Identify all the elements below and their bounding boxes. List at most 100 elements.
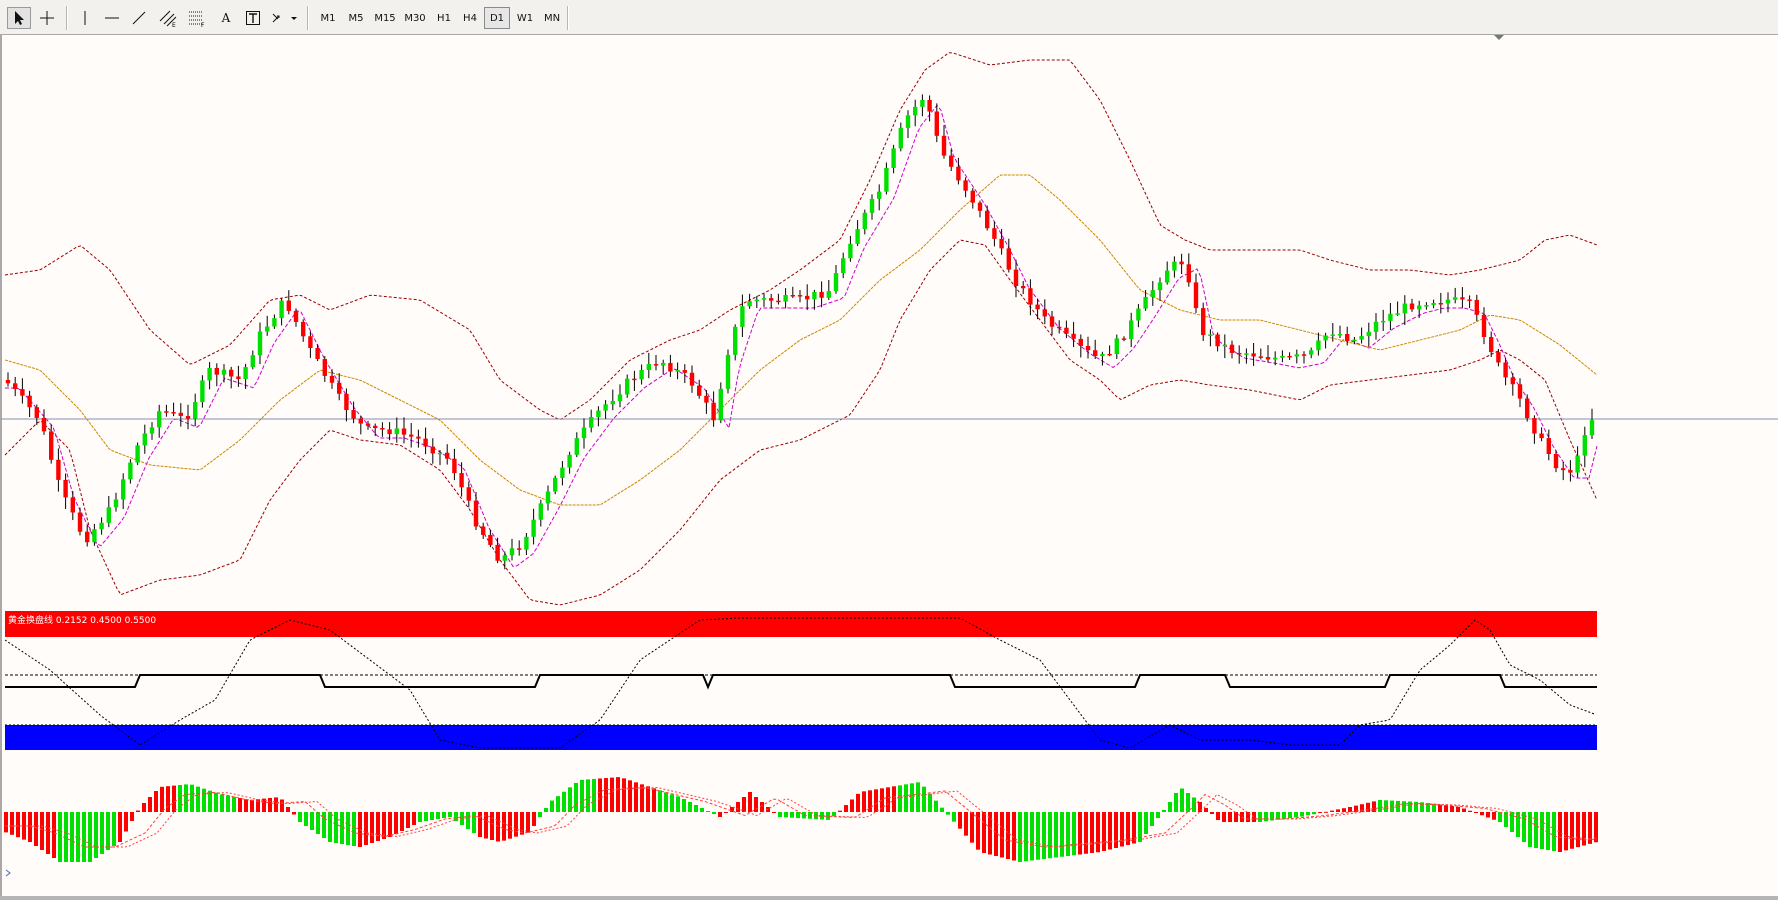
- candle-body: [495, 544, 500, 561]
- candle: [848, 235, 853, 262]
- histogram-bar: [1156, 812, 1160, 818]
- candle: [221, 364, 227, 383]
- timeframe-mn[interactable]: MN: [543, 12, 561, 24]
- crosshair-button[interactable]: [35, 7, 59, 29]
- histogram-bar: [418, 812, 422, 822]
- candle-body: [805, 295, 810, 300]
- trendline-button[interactable]: [127, 7, 151, 29]
- histogram-bar: [130, 812, 134, 821]
- candle: [178, 403, 183, 427]
- vertical-line-button[interactable]: [73, 7, 97, 29]
- candle: [725, 349, 731, 394]
- candle: [272, 314, 277, 329]
- histogram-bar: [1360, 804, 1364, 812]
- crosshair-icon: [40, 11, 54, 25]
- candle: [423, 427, 428, 455]
- candle: [653, 354, 659, 371]
- candle-body: [920, 99, 925, 107]
- horizontal-line-button[interactable]: [100, 7, 124, 29]
- histogram-bar: [1588, 812, 1592, 844]
- histogram-bar: [256, 799, 260, 812]
- candle-body: [869, 198, 875, 213]
- candle-body: [783, 295, 788, 302]
- candle-body: [610, 401, 615, 405]
- histogram-bar: [892, 786, 896, 812]
- equidistant-channel-button[interactable]: E: [155, 7, 181, 29]
- chart-shift-marker[interactable]: [1494, 35, 1504, 40]
- candle-body: [776, 300, 781, 303]
- candle-body: [877, 191, 882, 199]
- histogram-bar: [250, 799, 254, 812]
- histogram-bar: [988, 812, 992, 855]
- timeframe-m5[interactable]: M5: [348, 12, 364, 24]
- timeframe-d1[interactable]: D1: [484, 7, 510, 29]
- candle-body: [848, 243, 853, 259]
- candle: [509, 538, 515, 561]
- histogram-bar: [1006, 812, 1010, 859]
- histogram-bar: [1522, 812, 1526, 842]
- candle: [77, 507, 83, 536]
- histogram-bar: [1138, 812, 1142, 842]
- histogram-bar: [166, 786, 170, 812]
- histogram-bar: [766, 807, 770, 812]
- candle-body: [1229, 344, 1235, 353]
- histogram-bar: [1210, 812, 1214, 814]
- candle-body: [301, 321, 306, 337]
- histogram-bar: [700, 808, 704, 812]
- histogram-bar: [820, 812, 824, 820]
- candle-body: [963, 180, 968, 191]
- candle: [1251, 342, 1256, 366]
- candle-body: [1539, 433, 1544, 439]
- candle: [1575, 446, 1580, 478]
- histogram-bar: [772, 812, 776, 813]
- candle-body: [1438, 302, 1443, 305]
- candle-body: [1474, 299, 1479, 315]
- histogram-bar: [1288, 812, 1292, 819]
- timeframe-m30[interactable]: M30: [404, 12, 426, 24]
- candle: [668, 354, 673, 377]
- fibonacci-button[interactable]: F: [184, 7, 210, 29]
- candle: [1258, 348, 1263, 360]
- histogram-bar: [382, 812, 386, 839]
- histogram-bar: [628, 780, 632, 812]
- candle: [1366, 322, 1371, 347]
- candle-body: [545, 491, 551, 504]
- timeframe-m1[interactable]: M1: [320, 12, 336, 24]
- price-chart[interactable]: 黄金换盘线 0.2152 0.4500 0.5500: [0, 35, 1778, 900]
- candle-body: [574, 438, 579, 455]
- timeframe-w1[interactable]: W1: [516, 12, 534, 24]
- candle: [1424, 302, 1429, 310]
- timeframe-m15[interactable]: M15: [374, 12, 396, 24]
- candle: [1402, 295, 1407, 326]
- text-label-button[interactable]: [241, 7, 265, 29]
- candle: [56, 448, 61, 492]
- candle-body: [293, 310, 299, 322]
- histogram-bar: [946, 812, 950, 815]
- candle-body: [927, 99, 932, 112]
- candle: [1453, 287, 1458, 304]
- candle: [1352, 336, 1357, 345]
- candle-body: [1222, 344, 1227, 347]
- candle: [121, 473, 126, 510]
- histogram-bar: [1456, 806, 1460, 812]
- candle: [365, 420, 371, 430]
- histogram-bar: [334, 812, 338, 843]
- candle-body: [221, 369, 227, 375]
- text-tool-button[interactable]: A: [221, 11, 231, 25]
- candle: [236, 365, 241, 387]
- histogram-bar: [448, 812, 452, 817]
- candle-body: [229, 369, 234, 377]
- histogram-bar: [1090, 812, 1094, 853]
- timeframe-h1[interactable]: H1: [437, 12, 451, 24]
- histogram-bar: [694, 805, 698, 812]
- histogram-bar: [868, 790, 872, 812]
- arrows-dropdown-button[interactable]: [268, 7, 300, 29]
- candle-body: [625, 378, 630, 395]
- candle-body: [157, 411, 162, 428]
- histogram-bar: [10, 812, 14, 835]
- candle-body: [1186, 264, 1191, 283]
- histogram-bar: [58, 812, 62, 862]
- cursor-arrow-button[interactable]: [7, 7, 31, 29]
- timeframe-h4[interactable]: H4: [463, 12, 477, 24]
- candle-body: [769, 298, 774, 301]
